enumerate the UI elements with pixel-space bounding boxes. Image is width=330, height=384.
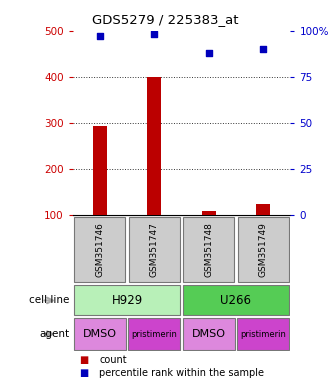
Text: GSM351749: GSM351749 xyxy=(259,222,268,277)
Point xyxy=(206,50,211,56)
Bar xyxy=(129,217,180,282)
Text: DMSO: DMSO xyxy=(83,329,117,339)
Text: DMSO: DMSO xyxy=(192,329,226,339)
Bar xyxy=(183,217,234,282)
Text: agent: agent xyxy=(39,329,69,339)
Point xyxy=(260,46,266,52)
Bar xyxy=(256,204,270,215)
Text: ■: ■ xyxy=(79,368,88,378)
Text: cell line: cell line xyxy=(29,295,69,306)
Text: GDS5279 / 225383_at: GDS5279 / 225383_at xyxy=(92,13,238,26)
Bar xyxy=(74,285,181,316)
Bar xyxy=(202,211,215,215)
Text: GSM351747: GSM351747 xyxy=(150,222,159,277)
Text: H929: H929 xyxy=(112,294,143,307)
Text: GSM351748: GSM351748 xyxy=(204,222,213,277)
Text: U266: U266 xyxy=(220,294,251,307)
Text: pristimerin: pristimerin xyxy=(240,329,286,339)
Bar xyxy=(93,126,107,215)
Bar xyxy=(74,318,126,350)
Bar xyxy=(182,285,289,316)
Text: pristimerin: pristimerin xyxy=(131,329,177,339)
Bar xyxy=(238,217,289,282)
Bar xyxy=(74,217,125,282)
Text: percentile rank within the sample: percentile rank within the sample xyxy=(99,368,264,378)
Text: ■: ■ xyxy=(79,355,88,365)
Bar xyxy=(128,318,181,350)
Text: GSM351746: GSM351746 xyxy=(95,222,104,277)
Point xyxy=(97,33,102,39)
Bar xyxy=(237,318,289,350)
Text: count: count xyxy=(99,355,127,365)
Point xyxy=(151,31,157,38)
Bar xyxy=(182,318,235,350)
Bar xyxy=(148,77,161,215)
